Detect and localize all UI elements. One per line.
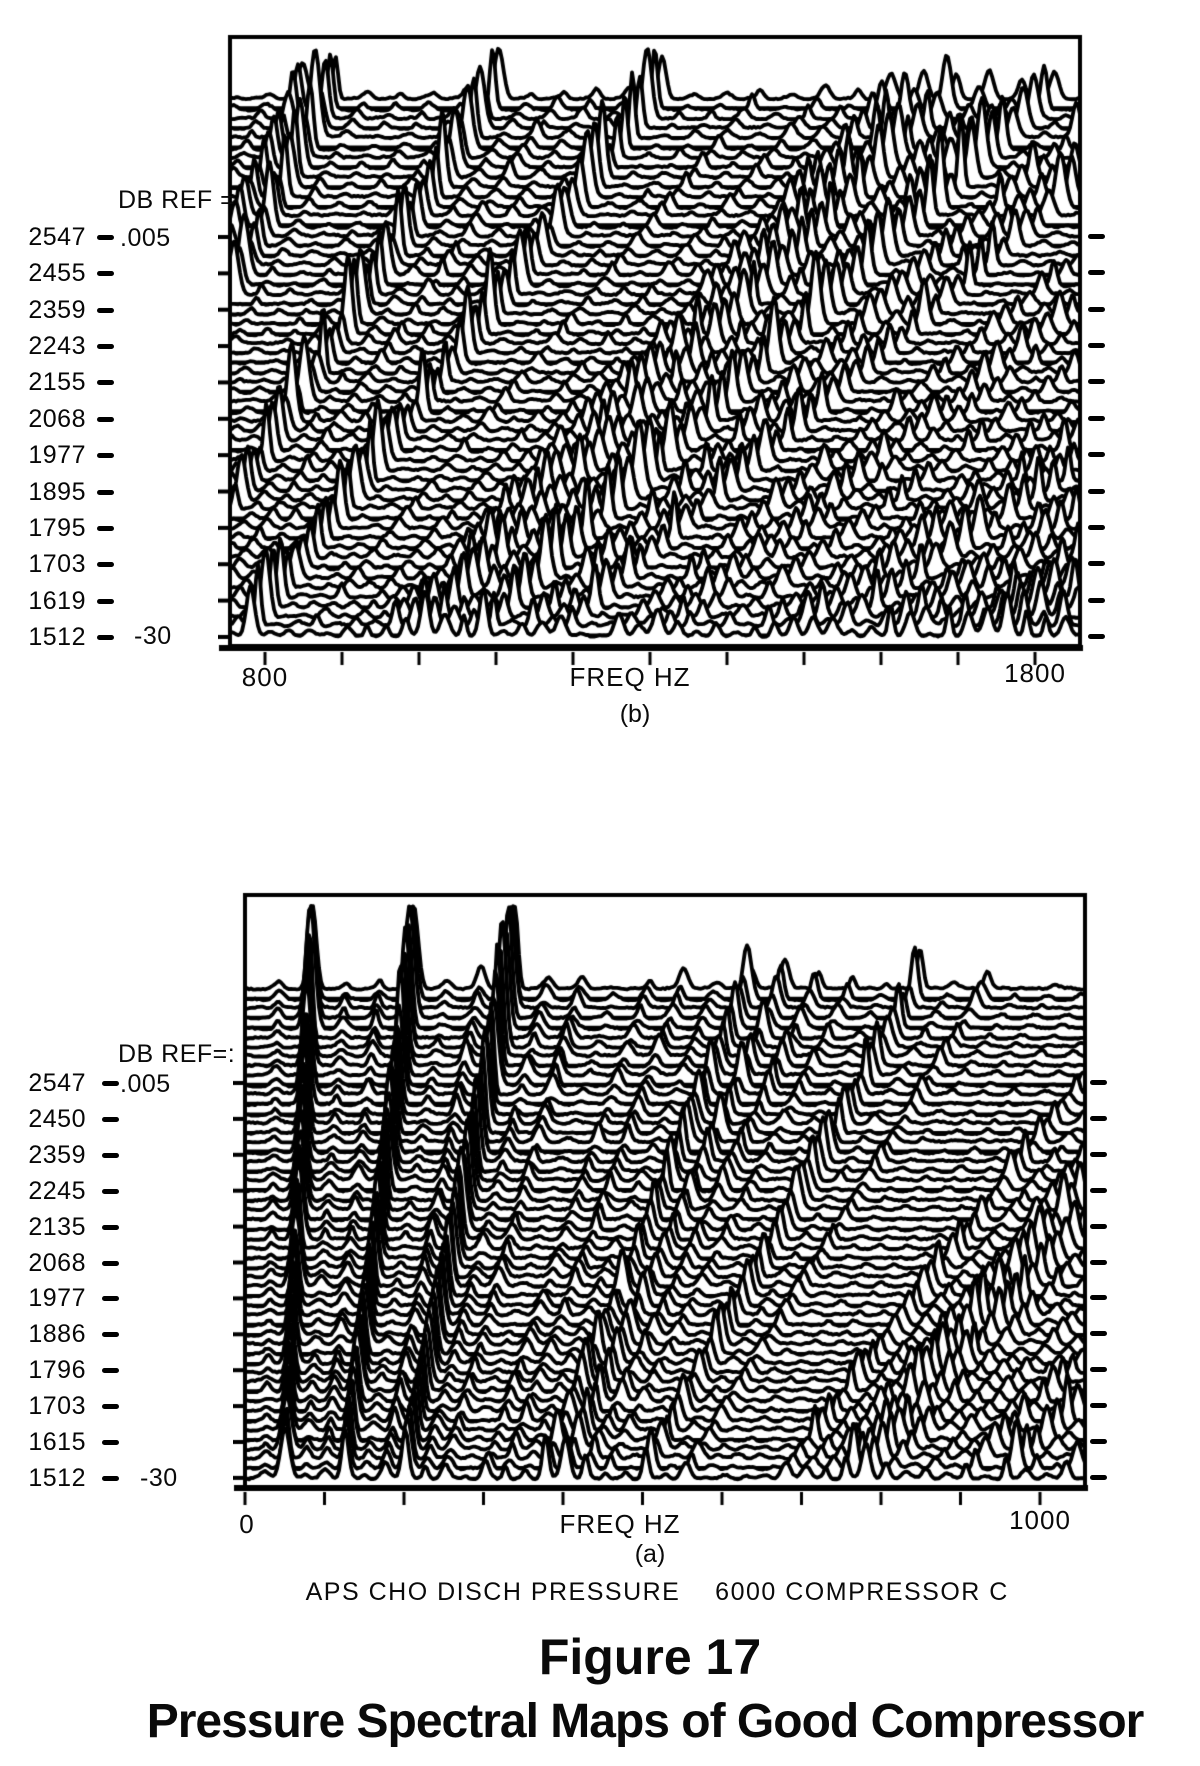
right-axis-tick-dash: [1088, 415, 1105, 421]
y-axis-tick-dash: [102, 1475, 119, 1481]
y-axis-tick-dash: [97, 271, 114, 277]
y-axis-rpm-label: 1703: [28, 1392, 86, 1421]
db-floor-label-a: -30: [140, 1464, 178, 1492]
right-axis-tick-dash: [1088, 452, 1105, 458]
y-axis-rpm-label: 2547: [28, 1069, 86, 1097]
right-axis-tick-dash: [1088, 306, 1105, 312]
right-axis-tick-dash: [1088, 343, 1105, 349]
right-axis-tick-dash: [1090, 1080, 1107, 1085]
right-axis-tick-dash: [1090, 1115, 1107, 1121]
y-axis-rpm-label: 2243: [28, 332, 86, 361]
right-axis-tick-dash: [1090, 1474, 1107, 1480]
db-ref-value-b: .005: [120, 224, 171, 252]
right-axis-tick-dash: [1090, 1259, 1107, 1265]
right-axis-tick-dash: [1088, 633, 1105, 639]
y-axis-rpm-label: 1619: [28, 586, 86, 615]
y-axis-tick-dash: [97, 307, 114, 313]
y-axis-rpm-label: 2359: [28, 1140, 86, 1169]
y-axis-rpm-label: 2135: [28, 1212, 86, 1241]
x-axis-title-a: FREQ HZ: [559, 1509, 681, 1539]
waterfall-plot-b-canvas: [218, 33, 1088, 673]
y-axis-rpm-label: 2547: [28, 223, 86, 251]
y-axis-tick-dash: [97, 598, 114, 604]
y-axis-tick-dash: [97, 453, 114, 459]
footer-measurement-label: APS CHO DISCH PRESSURE: [305, 1578, 681, 1606]
y-axis-rpm-label: 2455: [28, 259, 86, 288]
x-tick-label-1000: 1000: [1009, 1505, 1071, 1535]
y-axis-tick-dash: [97, 235, 114, 240]
y-axis-tick-dash: [102, 1404, 119, 1410]
right-axis-tick-dash: [1088, 488, 1105, 494]
x-tick-label-800: 800: [241, 662, 289, 692]
y-axis-tick-dash: [102, 1116, 119, 1122]
x-tick-label-0: 0: [239, 1509, 255, 1539]
right-axis-tick-dash: [1090, 1187, 1107, 1193]
y-axis-tick-dash: [102, 1332, 119, 1338]
y-axis-tick-dash: [97, 634, 114, 640]
y-axis-rpm-label: 1977: [28, 1284, 86, 1313]
y-axis-tick-dash: [97, 380, 114, 386]
y-axis-rpm-label: 2068: [28, 404, 86, 433]
right-axis-tick-dash: [1090, 1295, 1107, 1301]
x-tick-label-1800: 1800: [1004, 658, 1066, 688]
db-ref-label-b: DB REF =: [118, 186, 236, 214]
waterfall-plot-a-canvas: [233, 891, 1095, 1515]
footer-machine-label: 6000 COMPRESSOR C: [715, 1578, 1009, 1606]
y-axis-tick-dash: [102, 1260, 119, 1266]
y-axis-tick-dash: [97, 562, 114, 568]
y-axis-tick-dash: [102, 1440, 119, 1445]
y-axis-tick-dash: [102, 1296, 119, 1302]
right-axis-tick-dash: [1088, 561, 1105, 567]
y-axis-rpm-label: 1703: [28, 550, 86, 579]
y-axis-tick-dash: [102, 1152, 119, 1158]
y-axis-tick-dash: [97, 344, 114, 350]
right-axis-tick-dash: [1090, 1151, 1107, 1157]
right-axis-tick-dash: [1088, 270, 1105, 276]
db-ref-value-a: .005: [120, 1070, 171, 1098]
y-axis-tick-dash: [97, 416, 114, 422]
y-axis-rpm-label: 2155: [28, 368, 86, 397]
right-axis-tick-dash: [1088, 597, 1105, 603]
db-ref-label-a: DB REF=:: [118, 1040, 236, 1068]
right-axis-tick-dash: [1090, 1403, 1107, 1409]
y-axis-tick-dash: [102, 1368, 119, 1374]
y-axis-rpm-label: 1895: [28, 477, 86, 506]
y-axis-tick-dash: [97, 525, 114, 531]
right-axis-tick-dash: [1088, 234, 1105, 239]
y-axis-tick-dash: [102, 1224, 119, 1230]
y-axis-rpm-label: 1512: [28, 622, 86, 651]
y-axis-rpm-label: 1886: [28, 1320, 86, 1349]
right-axis-tick-dash: [1090, 1439, 1107, 1444]
right-axis-tick-dash: [1090, 1223, 1107, 1229]
right-axis-tick-dash: [1088, 379, 1105, 385]
right-axis-tick-dash: [1090, 1367, 1107, 1373]
y-axis-tick-dash: [102, 1188, 119, 1194]
y-axis-rpm-label: 2068: [28, 1248, 86, 1277]
db-floor-label-b: -30: [134, 622, 172, 650]
y-axis-rpm-label: 2359: [28, 295, 86, 324]
x-axis-title-b: FREQ HZ: [569, 662, 691, 692]
y-axis-rpm-label: 2245: [28, 1176, 86, 1205]
y-axis-rpm-label: 2450: [28, 1104, 86, 1133]
right-axis-tick-dash: [1088, 524, 1105, 530]
y-axis-tick-dash: [102, 1081, 119, 1086]
y-axis-rpm-label: 1512: [28, 1463, 86, 1492]
y-axis-rpm-label: 1977: [28, 441, 86, 470]
y-axis-rpm-label: 1796: [28, 1356, 86, 1385]
subplot-label-a: (a): [634, 1540, 666, 1568]
y-axis-tick-dash: [97, 489, 114, 495]
right-axis-tick-dash: [1090, 1331, 1107, 1337]
y-axis-rpm-label: 1615: [28, 1428, 86, 1456]
figure-number: Figure 17: [538, 1629, 762, 1685]
subplot-label-b: (b): [619, 700, 651, 728]
y-axis-rpm-label: 1795: [28, 513, 86, 542]
figure-title: Pressure Spectral Maps of Good Compresso…: [146, 1695, 1145, 1748]
